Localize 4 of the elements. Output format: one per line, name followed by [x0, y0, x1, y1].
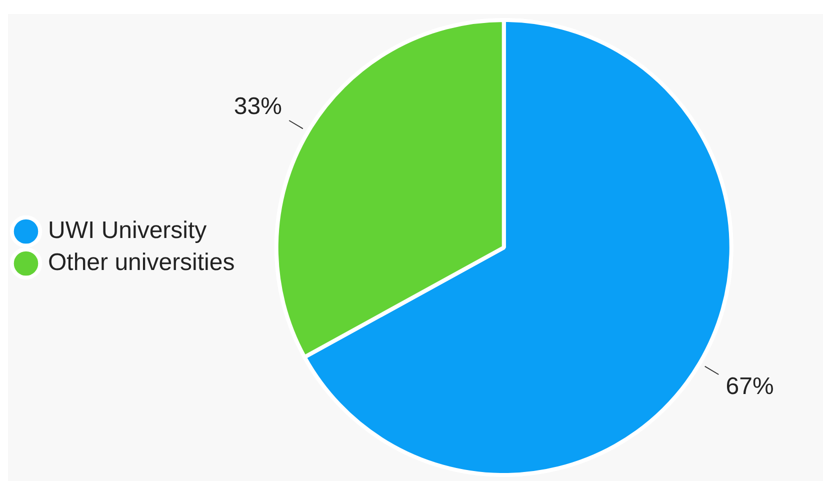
- legend-label: UWI University: [48, 217, 207, 244]
- data-label: 33%: [234, 93, 282, 120]
- data-label: 67%: [726, 373, 774, 400]
- legend-label: Other universities: [48, 249, 235, 276]
